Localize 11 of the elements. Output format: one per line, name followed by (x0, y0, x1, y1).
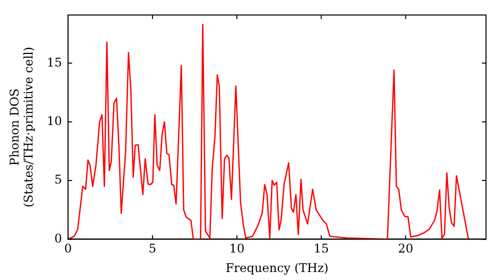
x-tick-label: 15 (314, 242, 329, 256)
x-tick-label: 20 (398, 242, 414, 256)
x-tick-label: 0 (64, 242, 72, 256)
y-tick-label: 0 (54, 231, 62, 246)
x-tick-label: 5 (148, 242, 156, 256)
y-tick-label: 15 (46, 55, 62, 70)
y-axis-title: Phonon DOS (States/THz·primitive cell) (7, 46, 36, 208)
x-axis-title: Frequency (THz) (226, 260, 328, 275)
y-tick-label: 10 (46, 114, 62, 128)
x-tick-label: 10 (229, 242, 245, 256)
y-tick-label: 5 (54, 172, 62, 187)
